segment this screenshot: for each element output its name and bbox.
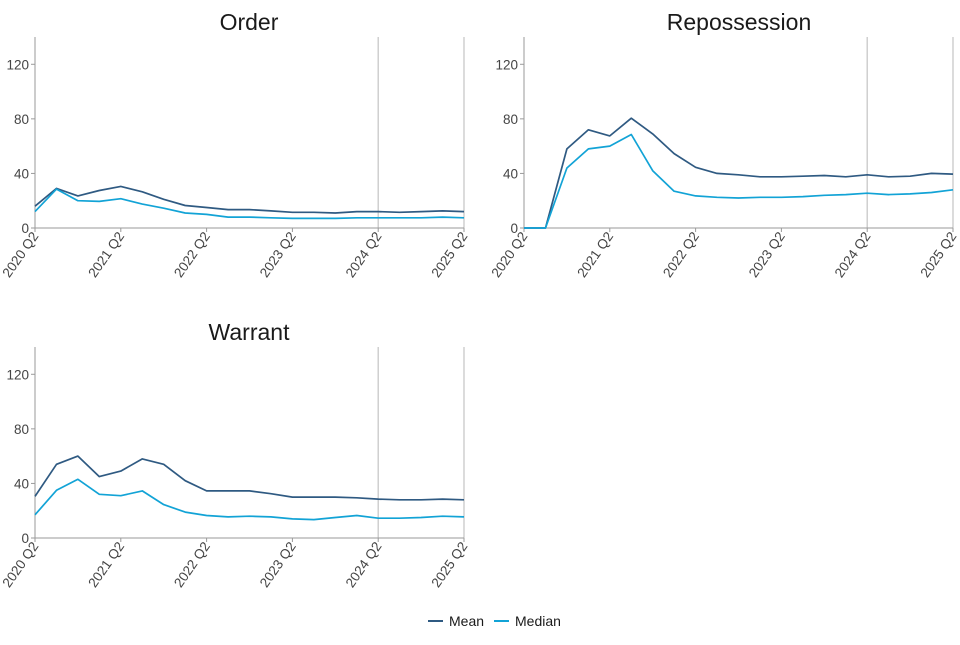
x-tick-label: 2023 Q2 [746,229,788,280]
series-line-median [34,478,465,521]
panel-title: Repossession [667,9,811,35]
y-tick-label: 80 [14,112,29,127]
x-tick-label: 2024 Q2 [343,229,385,280]
legend-label: Mean [449,613,484,629]
y-tick-label: 40 [503,166,518,181]
x-tick-label: 2025 Q2 [917,229,959,280]
x-tick-label: 2023 Q2 [257,539,299,590]
x-tick-label: 2020 Q2 [0,229,41,280]
x-tick-label: 2025 Q2 [428,229,470,280]
x-tick-label: 2022 Q2 [171,539,213,590]
x-tick-label: 2022 Q2 [660,229,702,280]
panels: Order 0 40 80 120 2020 Q2 2021 Q2 2022 Q2 2023 Q… [0,9,959,590]
x-tick-label: 2020 Q2 [0,539,41,590]
y-tick-label: 80 [503,112,518,127]
series-line-median [524,133,954,229]
panel-title: Warrant [209,319,291,345]
y-tick-label: 120 [6,57,29,72]
x-tick-label: 2022 Q2 [171,229,213,280]
legend-item-mean: Mean [428,613,484,629]
x-tick-label: 2021 Q2 [574,229,616,280]
y-tick-label: 120 [495,57,518,72]
panel-warrant: Warrant 0 40 80 120 2020 Q2 2021 Q2 2022 Q2 2023… [0,319,470,590]
series-line-median [34,188,465,220]
x-tick-label: 2021 Q2 [85,539,127,590]
x-tick-label: 2023 Q2 [257,229,299,280]
x-tick-label: 2025 Q2 [428,539,470,590]
series-line-mean [34,455,465,501]
panel-order: Order 0 40 80 120 2020 Q2 2021 Q2 2022 Q2 2023 Q… [0,9,470,280]
x-tick-label: 2024 Q2 [832,229,874,280]
legend-item-median: Median [494,613,561,629]
x-tick-label: 2021 Q2 [85,229,127,280]
panel-title: Order [220,9,279,35]
series-line-mean [524,117,954,229]
y-tick-label: 40 [14,476,29,491]
y-tick-label: 40 [14,166,29,181]
y-tick-label: 0 [21,221,29,236]
y-tick-label: 120 [6,367,29,382]
series-line-mean [34,185,465,214]
legend: Mean Median [428,613,561,629]
x-tick-label: 2024 Q2 [343,539,385,590]
legend-label: Median [515,613,561,629]
panel-repossession: Repossession 0 40 80 120 2020 Q2 2021 Q2 2022 Q… [488,9,959,280]
y-tick-label: 0 [510,221,518,236]
x-tick-label: 2020 Q2 [488,229,530,280]
y-tick-label: 80 [14,422,29,437]
y-tick-label: 0 [21,531,29,546]
